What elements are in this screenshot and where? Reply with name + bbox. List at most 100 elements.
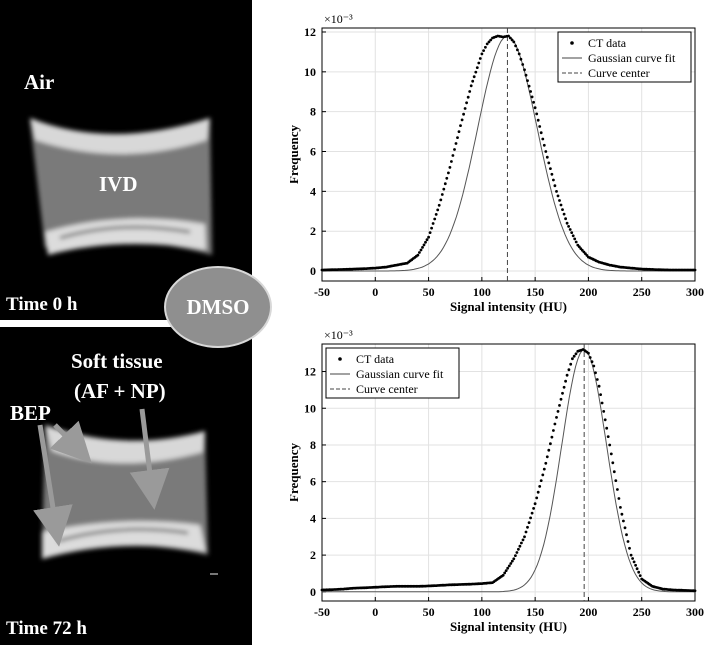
time-72h-label: Time 72 h	[6, 618, 87, 640]
bep-label: BEP	[10, 401, 51, 426]
c1-ct-data-point	[549, 442, 552, 445]
c1-ct-data-point	[546, 455, 549, 458]
c1-ct-data-point	[592, 365, 595, 368]
c0-x-tick-label: 300	[686, 285, 704, 299]
c0-ct-data-point	[514, 45, 517, 48]
c0-ct-data-point	[458, 130, 461, 133]
c1-ct-data-point	[520, 542, 523, 545]
c0-ct-data-point	[541, 138, 544, 141]
c1-ct-data-point	[639, 574, 642, 577]
c1-ct-data-point	[506, 567, 509, 570]
c1-ct-data-point	[625, 533, 628, 536]
c0-ct-data-point	[456, 136, 459, 139]
c0-x-tick-label: 100	[473, 285, 491, 299]
c1-ct-data-point	[537, 491, 540, 494]
c0-ct-data-point	[459, 124, 462, 127]
c1-ct-data-point	[552, 429, 555, 432]
c1-ct-data-point	[591, 360, 594, 363]
c0-ct-data-point	[544, 150, 547, 153]
c0-ct-data-point	[561, 208, 564, 211]
c0-ct-data-point	[575, 241, 578, 244]
c0-ct-data-point	[566, 222, 569, 225]
c1-legend-label: CT data	[356, 352, 395, 366]
c1-ct-data-point	[636, 567, 639, 570]
c0-ct-data-point	[521, 63, 524, 66]
c0-ct-data-point	[537, 119, 540, 122]
c1-ct-data-point	[589, 356, 592, 359]
c0-ct-data-point	[426, 238, 429, 241]
c0-legend-label: Curve center	[588, 66, 650, 80]
c0-ct-data-point	[461, 119, 464, 122]
c0-ct-data-point	[526, 79, 529, 82]
c0-ct-data-point	[424, 241, 427, 244]
c1-ct-data-point	[628, 547, 631, 550]
c0-x-tick-label: 0	[372, 285, 378, 299]
c0-ct-data-point	[525, 74, 528, 77]
c1-ct-data-point	[558, 404, 561, 407]
c1-y-tick-label: 10	[304, 401, 316, 415]
c1-ct-data-point	[535, 497, 538, 500]
c0-ct-data-point	[523, 68, 526, 71]
c0-ct-data-point	[557, 195, 560, 198]
c0-ct-data-point	[464, 107, 467, 110]
c0-ct-data-point	[549, 167, 552, 170]
c0-ct-data-point	[534, 106, 537, 109]
c0-ct-data-point	[455, 142, 458, 145]
dmso-badge: DMSO	[164, 266, 272, 348]
c1-ct-data-point	[605, 427, 608, 430]
c0-ct-data-point	[516, 49, 519, 52]
c0-ct-data-point	[546, 156, 549, 159]
c1-x-axis-label: Signal intensity (HU)	[450, 619, 567, 634]
c0-legend-label: Gaussian curve fit	[588, 51, 676, 65]
c1-ct-data-point	[517, 548, 520, 551]
c1-ct-data-point	[594, 371, 597, 374]
c1-y-tick-label: 6	[310, 475, 316, 489]
c1-ct-data-point	[587, 352, 590, 355]
c1-x-tick-label: 50	[423, 605, 435, 619]
c0-x-tick-label: 50	[423, 285, 435, 299]
c1-y-tick-label: 4	[310, 511, 316, 525]
c0-ct-data-point	[421, 246, 424, 249]
c1-ct-data-point	[541, 474, 544, 477]
c1-ct-data-point	[637, 571, 640, 574]
c1-y-tick-label: 0	[310, 585, 316, 599]
c1-ct-data-point	[509, 562, 512, 565]
c0-ct-data-point	[555, 190, 558, 193]
c0-ct-data-point	[570, 231, 573, 234]
c0-ct-data-point	[563, 213, 566, 216]
c1-ct-data-point	[512, 557, 515, 560]
c0-ct-data-point	[560, 204, 563, 207]
c1-ct-data-point	[554, 423, 557, 426]
c0-ct-data-point	[438, 204, 441, 207]
c0-ct-data-point	[482, 49, 485, 52]
c0-ct-data-point	[573, 238, 576, 241]
c0-ct-data-point	[473, 75, 476, 78]
c1-ct-data-point	[694, 589, 697, 592]
c1-ct-data-point	[599, 393, 602, 396]
c1-ct-data-point	[604, 418, 607, 421]
c0-y-tick-label: 10	[304, 65, 316, 79]
c0-ct-data-point	[476, 66, 479, 69]
c0-ct-data-point	[477, 62, 480, 65]
c1-ct-data-point	[563, 386, 566, 389]
c1-ct-data-point	[634, 564, 637, 567]
c1-ct-data-point	[631, 557, 634, 560]
c0-ct-data-point	[481, 53, 484, 56]
c1-ct-data-point	[544, 462, 547, 465]
c0-ct-data-point	[532, 101, 535, 104]
c0-legend-label: CT data	[588, 36, 627, 50]
c1-ct-data-point	[564, 380, 567, 383]
c0-ct-data-point	[436, 209, 439, 212]
c0-x-axis-label: Signal intensity (HU)	[450, 299, 567, 314]
c0-ct-data-point	[452, 154, 455, 157]
soft-tissue-sublabel: (AF + NP)	[74, 379, 166, 404]
c0-ct-data-point	[468, 90, 471, 93]
histogram-chart-time-72h: -50050100150200250300024681012×10⁻³Signa…	[290, 330, 706, 645]
c0-ct-data-point	[564, 217, 567, 220]
histogram-chart-time-0h: -50050100150200250300024681012×10⁻³Signa…	[290, 4, 706, 324]
c0-ct-data-point	[552, 179, 555, 182]
c0-ct-data-point	[531, 96, 534, 99]
c1-y-axis-label: Frequency	[290, 443, 301, 502]
c1-ct-data-point	[557, 410, 560, 413]
c0-ct-data-point	[470, 84, 473, 87]
